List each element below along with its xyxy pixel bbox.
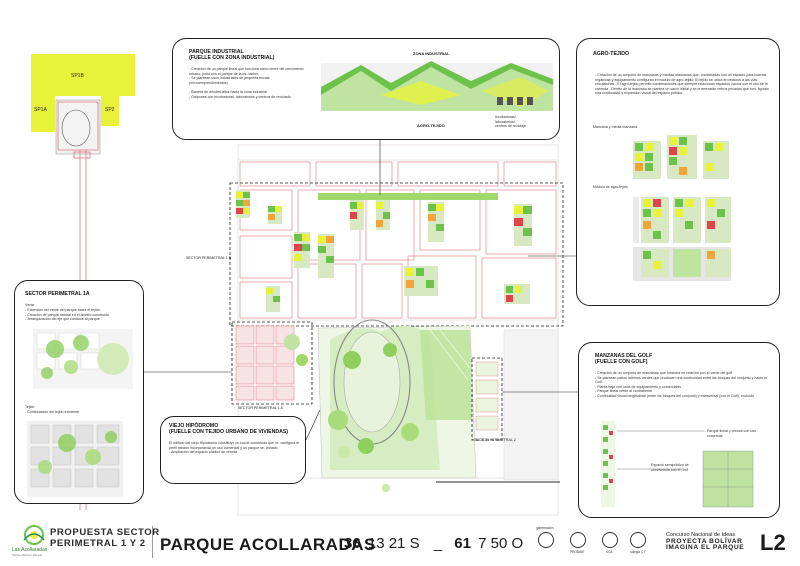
tejido-label: Tejido	[25, 405, 35, 409]
sector-1a-label: SECTOR PERIMETRAL 1 A	[238, 406, 283, 410]
sector-1b-label: SECTOR PERIMETRAL 1 B	[186, 256, 232, 260]
proyecta-label: PROYECTA BOLÍVAR	[666, 537, 743, 545]
title-divider	[152, 526, 153, 558]
agro-tejido-modules-diagram	[633, 135, 731, 281]
coord-separator: _	[433, 535, 443, 552]
coordinates: 36 13 21 S _ 61 7 50 O	[344, 535, 523, 552]
footer-bar: Las Acollaradas Parque Bolívar Parque PR…	[0, 518, 800, 566]
parque-industrial-title: PARQUE INDUSTRIAL (FUELLE CON ZONA INDUS…	[189, 49, 275, 62]
panel-agro-tejido: AGRO-TEJIDO - Creación de un conjunto de…	[576, 38, 780, 306]
sponsor-logo-2	[570, 532, 586, 548]
connector-lines	[144, 140, 578, 441]
imagina-label: IMAGINA EL PARQUE	[666, 544, 745, 552]
sponsor-logo-3	[602, 532, 618, 548]
industrial-section-diagram	[321, 61, 553, 111]
sector-1a-grid	[231, 321, 313, 405]
concurso-label: Concurso Nacional de Ideas	[666, 532, 736, 538]
viejo-hipodromo-text: El edificio del viejo Hipódromo constitu…	[169, 441, 300, 455]
agro-tejido-section-label: AGRO-TEJIDO	[417, 123, 445, 128]
agro-modules	[236, 190, 532, 312]
logo-text: Las Acollaradas	[12, 547, 48, 553]
sector-1a-title: SECTOR PERIMETRAL 1A	[25, 291, 90, 297]
sponsor-logo-1	[538, 532, 554, 548]
sponsor-label-2: PROBIDE	[570, 550, 585, 554]
manzanas-golf-text: - Creación de un conjunto de manzanas qu…	[595, 371, 767, 398]
sector-title: PROPUESTA SECTOR PERIMETRAL 1 Y 2	[50, 527, 160, 549]
coord-lon-min: 7 50 O	[478, 535, 524, 552]
panel-manzanas-golf: MANZANAS DEL GOLF (FUELLE CON GOLF) - Cr…	[578, 342, 780, 518]
agro-tejido-text: - Creación de un conjunto de manzanas y …	[595, 73, 769, 96]
viejo-hipodromo-title: VIEJO HIPÓDROMO (FUELLE CON TEJIDO URBAN…	[169, 423, 289, 436]
golf-blocks-diagram	[601, 421, 754, 508]
sector-1b-boundary	[229, 182, 564, 327]
concurso-block: Concurso Nacional de Ideas PROYECTA BOLÍ…	[666, 532, 744, 552]
sponsor-logo-4	[630, 532, 646, 548]
modulo-label: Módulo de agro-tejido	[593, 185, 628, 189]
sector-2-label: SECTOR PERIMETRAL 2	[474, 438, 516, 442]
verde-label: Verde	[25, 303, 35, 307]
master-plan	[31, 54, 578, 516]
sp1a-label: SP1A	[34, 107, 47, 113]
sponsor-label-1: gobernación	[536, 526, 554, 530]
zona-industrial-label: ZONA INDUSTRIAL	[413, 51, 450, 56]
acollaradas-logo-icon	[23, 525, 45, 545]
panel-viejo-hipodromo: VIEJO HIPÓDROMO (FUELLE CON TEJIDO URBAN…	[160, 416, 306, 484]
panel-parque-industrial: PARQUE INDUSTRIAL (FUELLE CON ZONA INDUS…	[172, 38, 560, 140]
panel-sector-1a: SECTOR PERIMETRAL 1A Verde - Extensión d…	[14, 280, 144, 504]
sp2-label: SP2	[105, 107, 115, 113]
parque-industrial-text: - Creación de un parque lineal que funci…	[189, 67, 304, 99]
central-park	[317, 319, 477, 492]
espacio-semipublico-label: Espacio semipúblico de convivencia con e…	[651, 463, 689, 472]
main-title: PARQUE ACOLLARADAS	[160, 535, 376, 554]
verde-text: - Extensión del verde del parque hacia e…	[25, 308, 109, 322]
manzana-label: Manzana y media manzana	[593, 125, 638, 129]
sector-1a-tejido-diagram	[27, 421, 123, 497]
sponsor-label-3: SCA	[606, 550, 613, 554]
parque-lineal-label: Parque lineal y recova con uso comercial	[707, 429, 757, 438]
coord-lon-deg: 61	[454, 535, 471, 552]
industrial-green-strip	[318, 193, 498, 200]
sector-1a-verde-diagram	[33, 329, 133, 389]
sp1b-label: SP1B	[71, 73, 84, 79]
sector-2-golf-blocks	[471, 329, 559, 481]
agro-tejido-title: AGRO-TEJIDO	[593, 51, 630, 57]
incubadoras-label: Incubadoras/ laboratorios/ centros de re…	[495, 115, 526, 129]
logo-subtext: Parque Bolívar Parque	[12, 553, 43, 557]
sheet-code: L2	[760, 530, 786, 555]
tejido-text: - Continuación del tejido existente	[25, 410, 79, 414]
coord-lat-min: 13 21 S	[367, 535, 420, 552]
manzanas-golf-title: MANZANAS DEL GOLF (FUELLE CON GOLF)	[595, 353, 653, 366]
coord-lat-deg: 36	[344, 535, 361, 552]
sponsor-label-4: colegio CT	[630, 550, 646, 554]
